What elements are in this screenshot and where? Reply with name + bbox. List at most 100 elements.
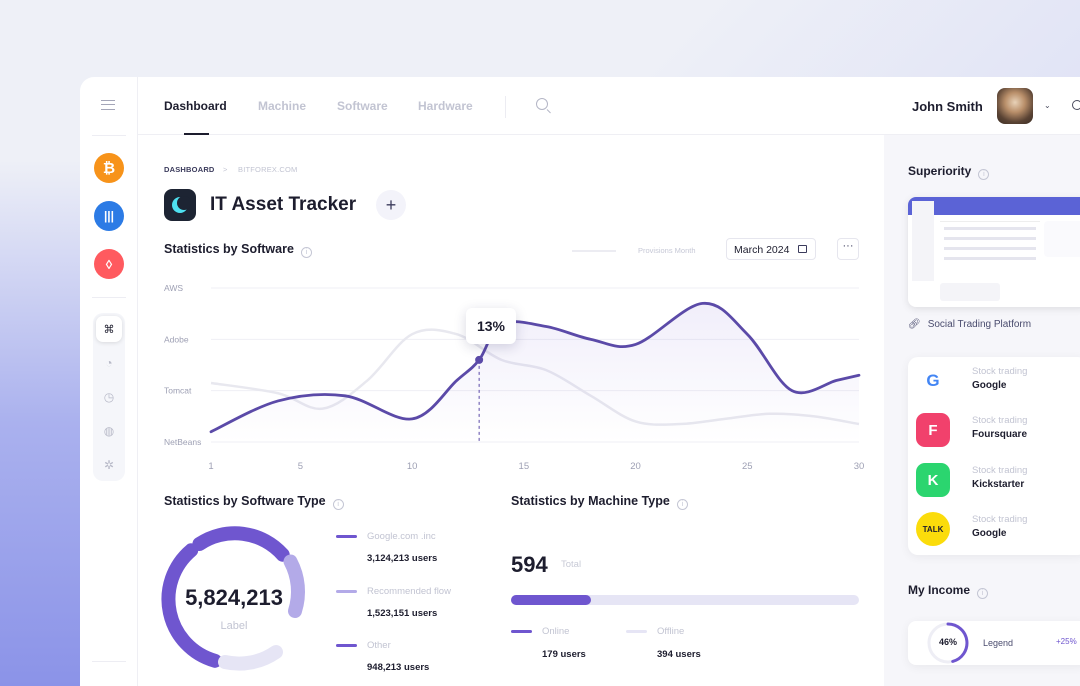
machine-progress-fill xyxy=(511,595,592,605)
stat-name: Online xyxy=(542,626,570,638)
chevron-down-icon[interactable]: ⌄ xyxy=(1044,101,1051,110)
hamburger-menu-icon[interactable] xyxy=(101,100,115,110)
info-icon[interactable]: i xyxy=(977,588,989,599)
x-tick-label: 1 xyxy=(208,461,213,472)
software-type-title: Statistics by Software Type i xyxy=(164,494,344,510)
sidebar-divider xyxy=(92,135,126,136)
settings-icon[interactable]: ✲ xyxy=(103,458,115,472)
list-item[interactable]: G Stock trading Google xyxy=(916,362,1076,402)
airbnb-app-icon[interactable]: ◊ xyxy=(94,249,124,279)
donut-total: 5,824,213 xyxy=(185,585,283,610)
globe-icon[interactable]: ◍ xyxy=(103,424,115,438)
avatar[interactable] xyxy=(997,88,1033,124)
donut-label: Label xyxy=(220,620,248,632)
list-item[interactable]: F Stock trading Foursquare xyxy=(916,411,1076,451)
income-percent: 46% xyxy=(938,637,957,647)
donut-segment xyxy=(218,645,283,671)
user-name[interactable]: John Smith xyxy=(912,99,983,114)
right-panel: Superiority i 🔗︎ Social Trading Platform G… xyxy=(884,135,1080,686)
sidebar: ₿ ||| ◊ ⌘ ◔ ◷ ◍ ✲ xyxy=(80,77,138,686)
intercom-app-icon[interactable]: ||| xyxy=(94,201,124,231)
app-window: ₿ ||| ◊ ⌘ ◔ ◷ ◍ ✲ Dashboard Machine Soft… xyxy=(80,77,1080,686)
legend-value: 1,523,151 users xyxy=(367,608,438,619)
date-label: March 2024 xyxy=(734,244,790,256)
bitcoin-app-icon[interactable]: ₿ xyxy=(94,153,124,183)
stock-name: Kickstarter xyxy=(972,479,1025,490)
x-tick-label: 25 xyxy=(742,461,753,472)
stat-swatch xyxy=(626,630,647,634)
legend-value: 3,124,213 users xyxy=(367,553,438,564)
stock-list-card: G Stock trading Google F Stock trading F… xyxy=(908,357,1080,555)
stat-value: 179 users xyxy=(542,649,586,660)
chart-pie-icon[interactable]: ◔ xyxy=(105,356,113,370)
x-tick-label: 10 xyxy=(407,461,418,472)
income-change: +25% xyxy=(1056,637,1077,646)
stock-category: Stock trading xyxy=(972,465,1028,476)
sidebar-divider xyxy=(92,297,126,298)
legend-item: Recommended flow 1,523,151 users xyxy=(336,583,451,619)
tab-software[interactable]: Software xyxy=(337,99,388,113)
active-tab-indicator xyxy=(184,133,209,135)
breadcrumb-current: BITFOREX.COM xyxy=(238,165,298,174)
list-item[interactable]: K Stock trading Kickstarter xyxy=(916,461,1076,501)
machine-stat-offline: Offline 394 users xyxy=(626,623,701,660)
chart-legend-label: Provisions Month xyxy=(638,246,696,255)
kickstarter-logo-icon: K xyxy=(916,463,950,497)
tab-hardware[interactable]: Hardware xyxy=(418,99,473,113)
x-tick-label: 15 xyxy=(519,461,530,472)
info-icon[interactable]: i xyxy=(300,247,312,258)
donut-segment xyxy=(192,526,290,562)
sidebar-divider xyxy=(92,661,126,662)
info-icon[interactable]: i xyxy=(332,499,344,510)
legend-swatch xyxy=(336,535,357,539)
machine-stat-online: Online 179 users xyxy=(511,623,586,660)
info-icon[interactable]: i xyxy=(978,169,990,180)
y-tick-label: NetBeans xyxy=(164,437,201,447)
more-options-button[interactable]: ··· xyxy=(837,238,859,260)
stock-category: Stock trading xyxy=(972,415,1028,426)
social-trading-link[interactable]: 🔗︎ Social Trading Platform xyxy=(908,319,1031,330)
tab-dashboard[interactable]: Dashboard xyxy=(164,99,227,113)
legend-swatch xyxy=(336,590,357,594)
info-icon[interactable]: i xyxy=(676,499,688,510)
software-type-donut xyxy=(161,526,306,671)
donut-segment xyxy=(283,554,306,618)
legend-item: Google.com .inc 3,124,213 users xyxy=(336,528,437,564)
date-picker-button[interactable]: March 2024 xyxy=(726,238,816,260)
header-divider xyxy=(505,96,506,118)
calendar-icon xyxy=(798,245,807,253)
clock-icon[interactable]: ◷ xyxy=(103,390,115,404)
platform-preview-image[interactable] xyxy=(908,197,1080,307)
software-chart-title: Statistics by Software i xyxy=(164,242,312,258)
breadcrumb-root[interactable]: DASHBOARD xyxy=(164,165,215,174)
page-title: IT Asset Tracker xyxy=(210,194,357,215)
x-tick-label: 20 xyxy=(630,461,641,472)
donut-segment xyxy=(161,543,222,668)
x-tick-label: 5 xyxy=(298,461,303,472)
search-icon[interactable] xyxy=(536,98,548,110)
y-tick-label: AWS xyxy=(164,283,183,293)
y-tick-label: Adobe xyxy=(164,334,189,344)
add-button[interactable]: + xyxy=(376,190,406,220)
chart-tooltip: 13% xyxy=(466,308,516,344)
stat-value: 394 users xyxy=(657,649,701,660)
tab-machine[interactable]: Machine xyxy=(258,99,307,113)
list-item[interactable]: TALK Stock trading Google xyxy=(916,510,1076,550)
stock-category: Stock trading xyxy=(972,514,1028,525)
stock-name: Foursquare xyxy=(972,429,1028,440)
income-title: My Income i xyxy=(908,583,989,599)
sidebar-tool-group: ⌘ ◔ ◷ ◍ ✲ xyxy=(93,313,125,481)
stat-name: Offline xyxy=(657,626,685,638)
machine-total: 594 xyxy=(511,552,548,577)
command-icon[interactable]: ⌘ xyxy=(96,316,122,342)
income-legend: Legend xyxy=(983,638,1014,648)
foursquare-logo-icon: F xyxy=(916,413,950,447)
legend-item: Other 948,213 users xyxy=(336,637,429,673)
income-ring xyxy=(927,622,969,664)
machine-type-title: Statistics by Machine Type i xyxy=(511,494,688,510)
highlight-point[interactable] xyxy=(475,355,484,364)
series-line-primary xyxy=(209,301,861,434)
theme-toggle-icon[interactable] xyxy=(1072,100,1080,110)
income-card: 46% Legend +25% xyxy=(908,621,1080,665)
